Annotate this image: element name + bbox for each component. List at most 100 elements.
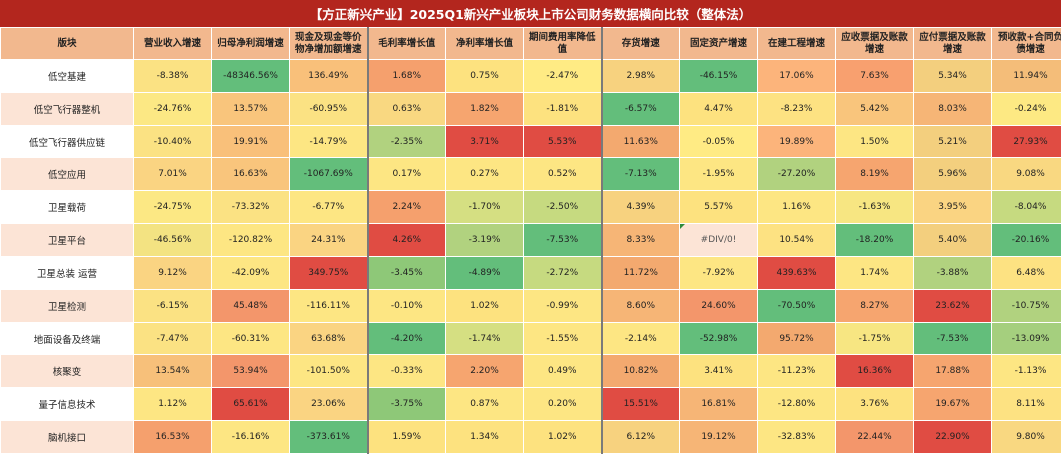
value-cell: 8.19% — [835, 157, 914, 192]
value-cell: -4.20% — [366, 321, 446, 356]
value-cell: 10.82% — [600, 354, 680, 389]
row-name-cell: 量子信息技术 — [0, 387, 134, 422]
value-cell: 63.68% — [289, 321, 368, 356]
value-cell: 22.90% — [913, 420, 992, 454]
value-cell: -3.88% — [913, 255, 992, 290]
value-cell: -373.61% — [289, 420, 368, 454]
value-cell: 0.17% — [366, 157, 446, 192]
row-name-cell: 低空飞行器供应链 — [0, 124, 134, 159]
row-name-cell: 卫星检测 — [0, 288, 134, 323]
value-cell: 0.27% — [445, 157, 524, 192]
value-cell: -1.13% — [991, 354, 1061, 389]
header-cell-cash-increase-growth: 现金及现金等价物净增加额增速 — [289, 27, 368, 60]
header-cell-block: 版块 — [0, 27, 134, 60]
value-cell: -7.92% — [679, 255, 758, 290]
value-cell: 7.63% — [835, 59, 914, 93]
value-cell: 6.48% — [991, 255, 1061, 290]
value-cell: 1.59% — [366, 420, 446, 454]
value-cell: 8.03% — [913, 91, 992, 126]
value-cell: -4.89% — [445, 255, 524, 290]
value-cell: 0.49% — [523, 354, 602, 389]
row-name-cell: 卫星总装 运营 — [0, 255, 134, 290]
value-cell: -70.50% — [757, 288, 836, 323]
header-cell-fixed-assets-growth: 固定资产增速 — [679, 27, 758, 60]
table-row: 低空飞行器整机 -24.76% 13.57% -60.95% 0.63% 1.82% -1.… — [0, 91, 1061, 126]
value-cell: 19.89% — [757, 124, 836, 159]
row-name-cell: 低空基建 — [0, 59, 134, 93]
value-cell: 9.08% — [991, 157, 1061, 192]
value-cell: 0.20% — [523, 387, 602, 422]
value-cell: -52.98% — [679, 321, 758, 356]
value-cell: 19.67% — [913, 387, 992, 422]
value-cell: 0.52% — [523, 157, 602, 192]
value-cell: 5.53% — [523, 124, 602, 159]
value-cell: -0.05% — [679, 124, 758, 159]
value-cell: -48346.56% — [211, 59, 290, 93]
value-cell: -1.81% — [523, 91, 602, 126]
value-cell: -8.23% — [757, 91, 836, 126]
value-cell: -27.20% — [757, 157, 836, 192]
value-cell: 1.02% — [523, 420, 602, 454]
row-name-cell: 脑机接口 — [0, 420, 134, 454]
value-cell: -1067.69% — [289, 157, 368, 192]
sheet-title: 【方正新兴产业】2025Q1新兴产业板块上市公司财务数据横向比较（整体法） — [0, 0, 1061, 27]
header-cell-gross-margin-change: 毛利率增长值 — [366, 27, 446, 60]
value-cell: 439.63% — [757, 255, 836, 290]
value-cell: 1.02% — [445, 288, 524, 323]
table-row: 地面设备及终端 -7.47% -60.31% 63.68% -4.20% -1.74% -1… — [0, 321, 1061, 356]
value-cell: -8.04% — [991, 190, 1061, 225]
value-cell: 1.74% — [835, 255, 914, 290]
value-cell: -60.31% — [211, 321, 290, 356]
value-cell: -7.47% — [133, 321, 212, 356]
value-cell: -0.33% — [366, 354, 446, 389]
header-cell-receivables-growth: 应收票据及账款增速 — [835, 27, 914, 60]
value-cell: -3.75% — [366, 387, 446, 422]
header-cell-revenue-growth: 营业收入增速 — [133, 27, 212, 60]
value-cell: -3.45% — [366, 255, 446, 290]
value-cell: 8.33% — [600, 223, 680, 257]
table-row: 低空应用 7.01% 16.63% -1067.69% 0.17% 0.27% 0.52% -… — [0, 157, 1061, 192]
value-cell: -8.38% — [133, 59, 212, 93]
value-cell: 95.72% — [757, 321, 836, 356]
value-cell: -11.23% — [757, 354, 836, 389]
value-cell: 1.68% — [366, 59, 446, 93]
header-cell-inventory-growth: 存货增速 — [600, 27, 680, 60]
table-row: 核聚变 13.54% 53.94% -101.50% -0.33% 2.20% 0.49% 1… — [0, 354, 1061, 389]
value-cell: 6.12% — [600, 420, 680, 454]
value-cell: 1.34% — [445, 420, 524, 454]
row-name-cell: 低空飞行器整机 — [0, 91, 134, 126]
value-cell: 24.60% — [679, 288, 758, 323]
value-cell: -120.82% — [211, 223, 290, 257]
value-cell: 16.63% — [211, 157, 290, 192]
value-cell: -10.75% — [991, 288, 1061, 323]
value-cell: 8.11% — [991, 387, 1061, 422]
value-cell: 45.48% — [211, 288, 290, 323]
value-cell: -1.70% — [445, 190, 524, 225]
value-cell: 1.16% — [757, 190, 836, 225]
value-cell: 4.39% — [600, 190, 680, 225]
table-row: 量子信息技术 1.12% 65.61% 23.06% -3.75% 0.87% 0.20% 1… — [0, 387, 1061, 422]
value-cell: -24.76% — [133, 91, 212, 126]
value-cell: -32.83% — [757, 420, 836, 454]
value-cell: 4.26% — [366, 223, 446, 257]
table-row: 卫星平台 -46.56% -120.82% 24.31% 4.26% -3.19% -7.5… — [0, 223, 1061, 257]
value-cell: 3.76% — [835, 387, 914, 422]
table-row: 卫星总装 运营 9.12% -42.09% 349.75% -3.45% -4.89% -2… — [0, 255, 1061, 290]
value-cell: -2.35% — [366, 124, 446, 159]
value-cell: 17.06% — [757, 59, 836, 93]
value-cell: 4.47% — [679, 91, 758, 126]
table-row: 卫星检测 -6.15% 45.48% -116.11% -0.10% 1.02% -0.99… — [0, 288, 1061, 323]
value-cell: 8.27% — [835, 288, 914, 323]
value-cell: -0.99% — [523, 288, 602, 323]
value-cell: 24.31% — [289, 223, 368, 257]
header-cell-payables-growth: 应付票据及账款增速 — [913, 27, 992, 60]
row-name-cell: 低空应用 — [0, 157, 134, 192]
value-cell: -7.53% — [523, 223, 602, 257]
value-cell: 9.80% — [991, 420, 1061, 454]
value-cell: 11.72% — [600, 255, 680, 290]
value-cell: -13.09% — [991, 321, 1061, 356]
value-cell: 0.75% — [445, 59, 524, 93]
value-cell: -10.40% — [133, 124, 212, 159]
value-cell: -46.15% — [679, 59, 758, 93]
